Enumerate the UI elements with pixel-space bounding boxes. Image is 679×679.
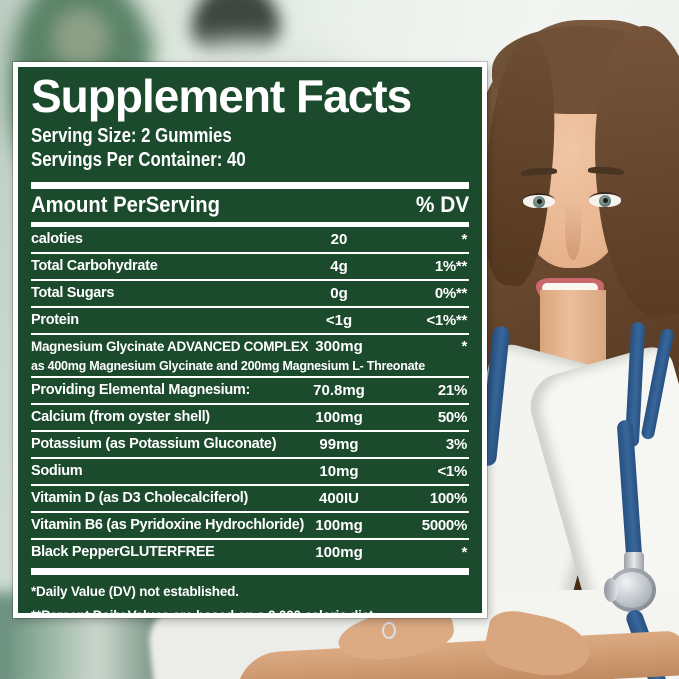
nutrient-name: Magnesium Glycinate ADVANCED COMPLEX bbox=[31, 338, 309, 354]
blurred-person-face bbox=[52, 8, 110, 68]
nutrient-dv: 0%** bbox=[434, 284, 467, 302]
footnote-percent-dv: **Percent Daily Values are based on a 2,… bbox=[31, 607, 377, 618]
row-vitamin-d: Vitamin D (as D3 Cholecalciferol) 400IU … bbox=[31, 483, 469, 511]
nutrient-amount: 70.8mg bbox=[313, 381, 365, 399]
magnesium-main-line: Magnesium Glycinate ADVANCED COMPLEX 300… bbox=[31, 337, 469, 356]
pupil bbox=[537, 199, 542, 204]
nutrient-amount: 20 bbox=[330, 230, 348, 248]
percent-dv-header: % DV bbox=[415, 192, 469, 218]
row-calcium: Calcium (from oyster shell) 100mg 50% bbox=[31, 402, 469, 430]
nutrient-amount: 10mg bbox=[319, 462, 359, 480]
nutrient-name: Providing Elemental Magnesium: bbox=[31, 382, 251, 399]
row-total-sugars: Total Sugars 0g 0%** bbox=[31, 278, 469, 306]
stethoscope-chestpiece bbox=[604, 552, 664, 614]
nutrient-name: Potassium (as Potassium Gluconate) bbox=[31, 436, 277, 453]
nutrient-name: caloties bbox=[31, 231, 83, 248]
row-elemental-magnesium: Providing Elemental Magnesium: 70.8mg 21… bbox=[31, 375, 469, 403]
table-header: Amount PerServing % DV bbox=[31, 189, 469, 222]
serving-size: Serving Size: 2 Gummies bbox=[31, 124, 232, 147]
row-total-carbohydrate: Total Carbohydrate 4g 1%** bbox=[31, 251, 469, 279]
divider-medium bbox=[31, 221, 469, 227]
nutrient-amount: 100mg bbox=[315, 543, 363, 561]
nutrient-name: Vitamin D (as D3 Cholecalciferol) bbox=[31, 490, 249, 507]
nutrient-name: Calcium (from oyster shell) bbox=[31, 409, 210, 426]
nutrient-dv: 1%** bbox=[434, 257, 467, 275]
panel-title: Supplement Facts bbox=[31, 70, 412, 122]
supplement-facts-panel: Supplement Facts Serving Size: 2 Gummies… bbox=[13, 62, 487, 618]
row-magnesium-glycinate-complex: Magnesium Glycinate ADVANCED COMPLEX 300… bbox=[31, 332, 469, 376]
nutrient-name: Vitamin B6 (as Pyridoxine Hydrochloride) bbox=[31, 517, 304, 534]
doctor-eye-left bbox=[523, 193, 555, 208]
amount-per-serving-header: Amount PerServing bbox=[31, 192, 220, 218]
servings-per-container: Servings Per Container: 40 bbox=[31, 149, 246, 172]
teeth bbox=[542, 283, 598, 293]
row-potassium: Potassium (as Potassium Gluconate) 99mg … bbox=[31, 429, 469, 457]
nutrient-name: Protein bbox=[31, 312, 79, 329]
nutrient-amount: 100mg bbox=[315, 408, 363, 426]
row-protein: Protein <1g <1%** bbox=[31, 305, 469, 333]
nutrient-dv: * bbox=[461, 230, 467, 248]
doctor-eye-right bbox=[589, 192, 621, 207]
nutrient-name: Total Sugars bbox=[31, 285, 115, 302]
nutrient-dv: 21% bbox=[437, 381, 467, 399]
footnote-dv: *Daily Value (DV) not established. bbox=[31, 583, 239, 599]
nutrient-amount: 100mg bbox=[315, 516, 363, 534]
nutrient-dv: <1% bbox=[437, 462, 467, 480]
row-black-pepper: Black PepperGLUTERFREE 100mg * bbox=[31, 537, 469, 565]
nutrient-dv: * bbox=[461, 543, 467, 561]
nutrient-dv: 100% bbox=[429, 489, 467, 507]
chestpiece-side bbox=[604, 578, 618, 602]
nutrient-dv: 3% bbox=[445, 435, 467, 453]
nutrient-name: Total Carbohydrate bbox=[31, 258, 158, 275]
row-calories: caloties 20 * bbox=[31, 227, 469, 252]
nutrient-amount: 99mg bbox=[319, 435, 359, 453]
nutrient-dv: <1%** bbox=[426, 311, 467, 329]
doctor-nose bbox=[565, 200, 581, 260]
nutrient-amount: <1g bbox=[325, 311, 353, 329]
nutrient-dv: * bbox=[461, 337, 467, 355]
nutrient-dv: 50% bbox=[437, 408, 467, 426]
row-vitamin-b6: Vitamin B6 (as Pyridoxine Hydrochloride)… bbox=[31, 510, 469, 538]
nutrient-amount: 0g bbox=[330, 284, 348, 302]
divider-thick bbox=[31, 567, 469, 575]
nutrient-name: Black PepperGLUTERFREE bbox=[31, 544, 215, 561]
nutrient-amount: 300mg bbox=[315, 337, 363, 355]
nutrient-amount: 400IU bbox=[318, 489, 360, 507]
nutrient-table: caloties 20 * Total Carbohydrate 4g 1%**… bbox=[31, 227, 469, 565]
nutrient-name: Sodium bbox=[31, 463, 83, 480]
row-sodium: Sodium 10mg <1% bbox=[31, 456, 469, 484]
divider-thick bbox=[31, 181, 469, 189]
nutrient-amount: 4g bbox=[330, 257, 348, 275]
nutrient-dv: 5000% bbox=[421, 516, 468, 534]
finger-ring bbox=[382, 622, 396, 639]
pupil bbox=[603, 198, 608, 203]
magnesium-subtext: as 400mg Magnesium Glycinate and 200mg M… bbox=[31, 358, 425, 373]
